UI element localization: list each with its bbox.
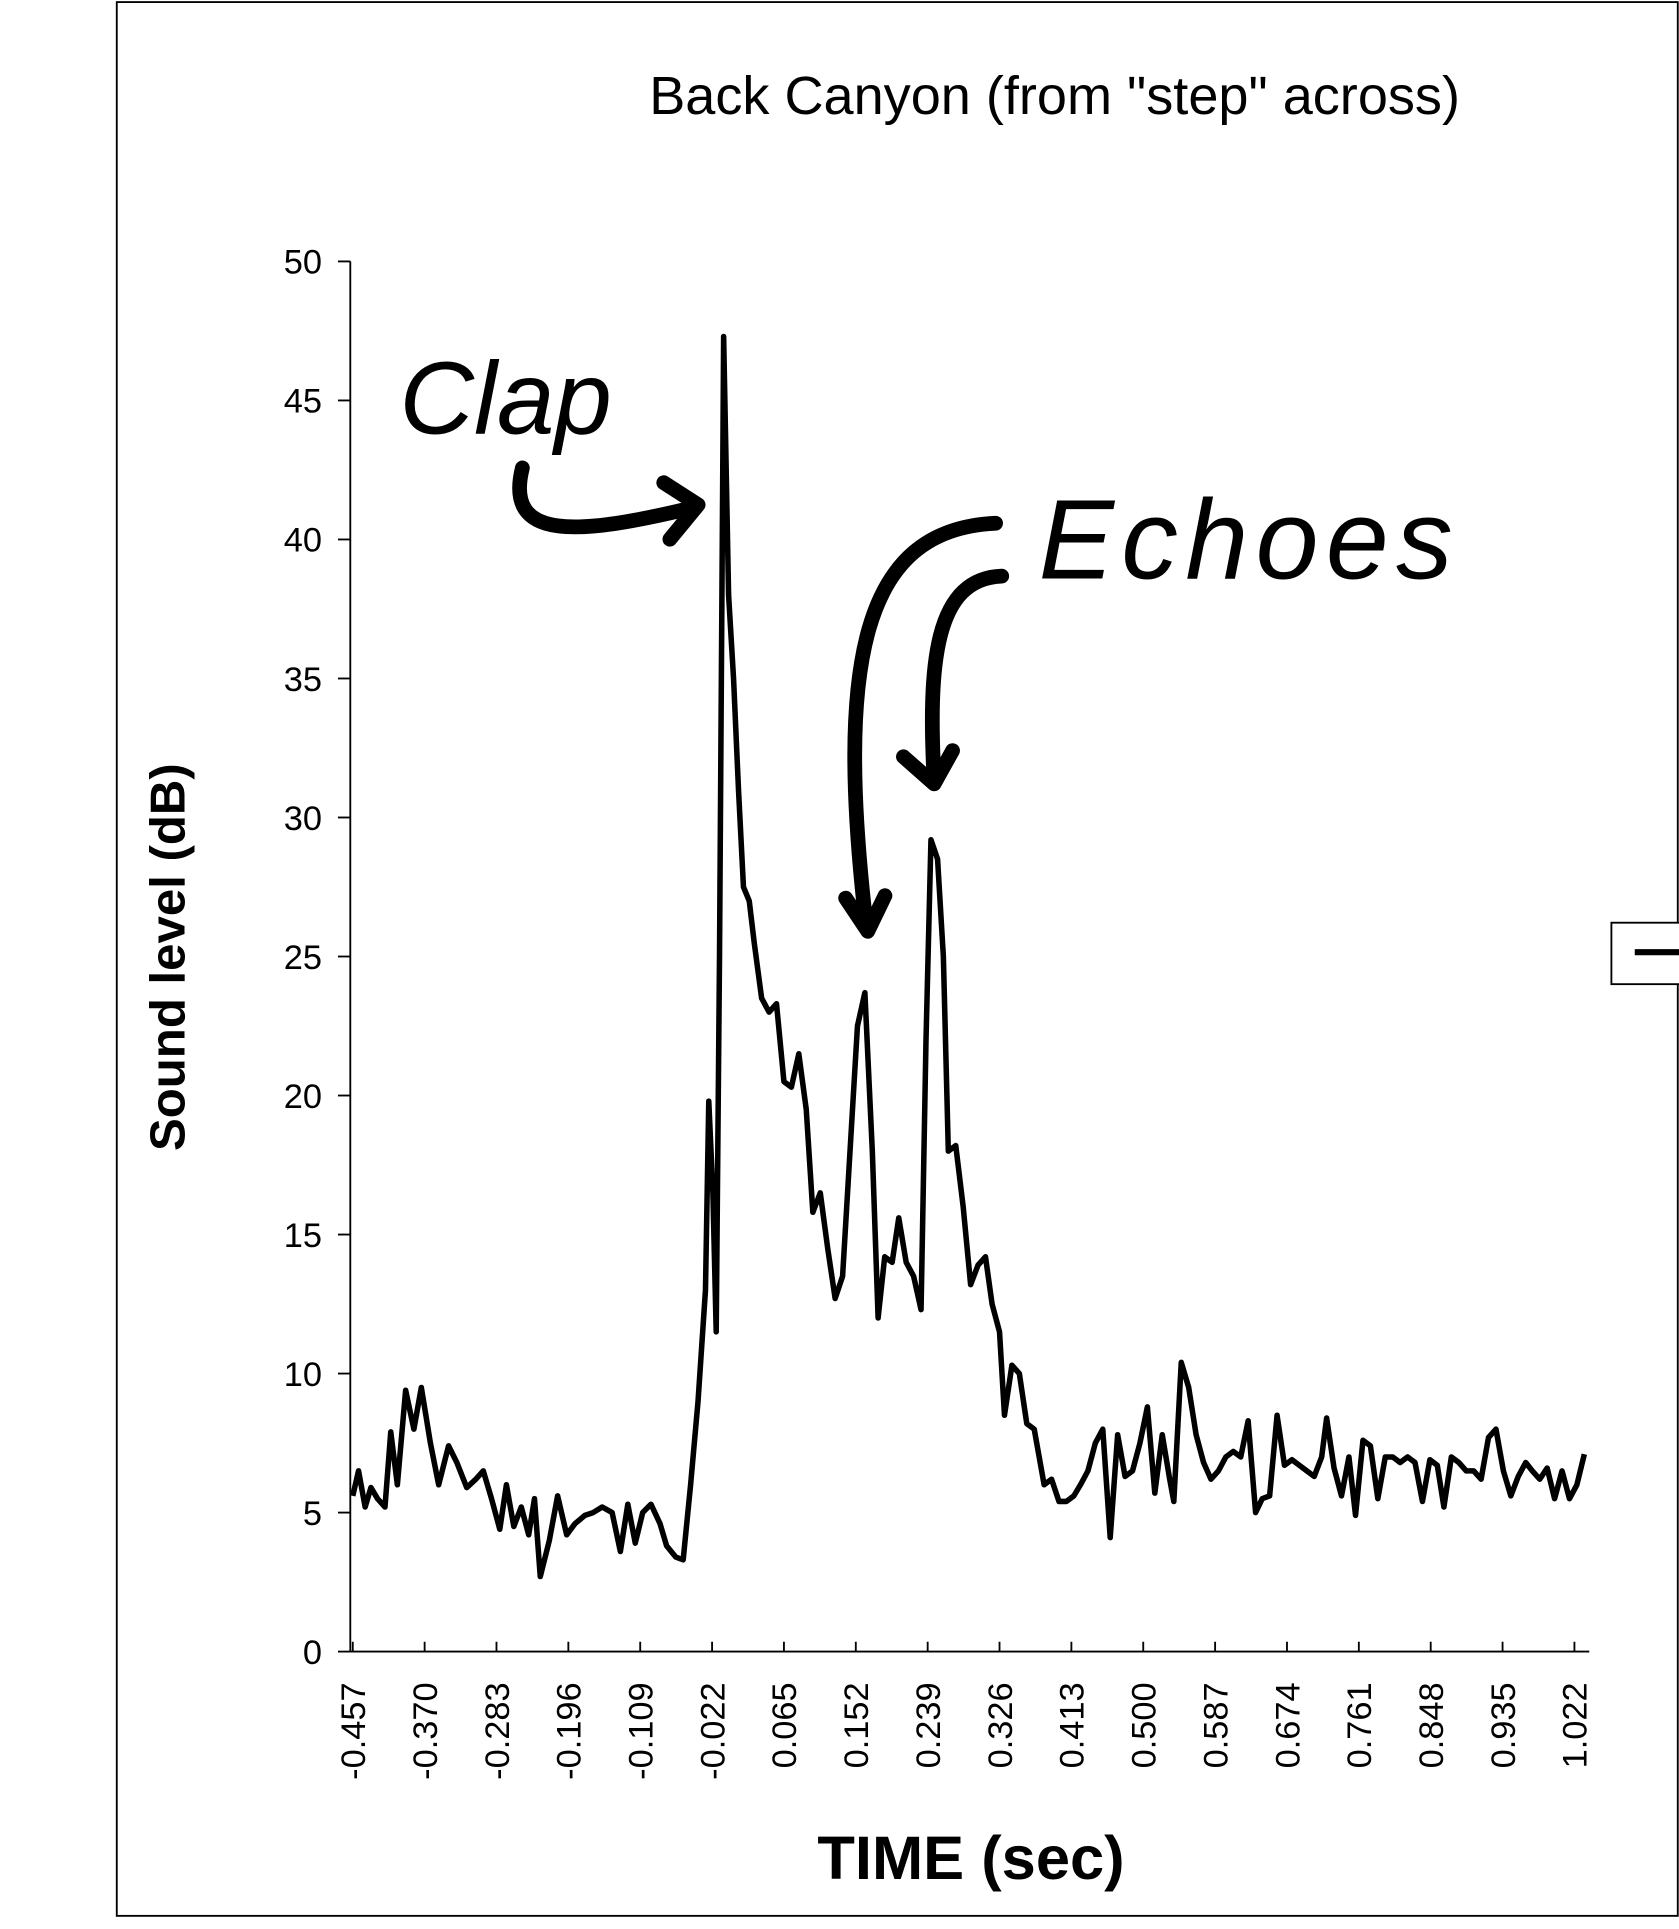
x-tick-label: 0.935 bbox=[1485, 1682, 1523, 1768]
annotation-arrows bbox=[512, 460, 1010, 939]
x-tick-label: 0.674 bbox=[1269, 1682, 1307, 1768]
y-tick-label: 10 bbox=[284, 1356, 322, 1394]
x-tick-label: -0.370 bbox=[407, 1682, 445, 1780]
x-tick-label: 0.500 bbox=[1126, 1682, 1164, 1768]
x-tick-label: 0.239 bbox=[910, 1682, 948, 1768]
x-tick-label: -0.283 bbox=[479, 1682, 517, 1780]
x-tick-label: 0.848 bbox=[1413, 1682, 1451, 1768]
x-axis-title: TIME (sec) bbox=[817, 1824, 1124, 1893]
x-tick-label: -0.109 bbox=[623, 1682, 661, 1780]
x-tick-label: 0.587 bbox=[1197, 1682, 1235, 1768]
data-line bbox=[350, 333, 1588, 1580]
chart-frame bbox=[115, 1, 1679, 1917]
y-tick-label: 30 bbox=[284, 800, 322, 838]
x-tick-label: 0.413 bbox=[1054, 1682, 1092, 1768]
chart-title: Back Canyon (from "step" across) bbox=[649, 66, 1460, 126]
x-tick-label: 1.022 bbox=[1557, 1682, 1595, 1768]
x-tick-label: 0.326 bbox=[982, 1682, 1020, 1768]
y-axis-title: Sound level (dB) bbox=[140, 763, 195, 1151]
arrow bbox=[512, 460, 702, 535]
annotation: Clap bbox=[399, 341, 611, 456]
x-tick-label: 0.065 bbox=[766, 1682, 804, 1768]
x-tick-label: -0.196 bbox=[551, 1682, 589, 1780]
arrow bbox=[847, 515, 1003, 937]
y-tick-label: 50 bbox=[284, 244, 322, 282]
x-tick-label: -0.457 bbox=[335, 1682, 373, 1780]
y-tick-label: 25 bbox=[284, 939, 322, 977]
x-tick-label: -0.022 bbox=[694, 1682, 732, 1780]
y-tick-label: 35 bbox=[284, 661, 322, 699]
y-tick-label: 0 bbox=[303, 1634, 322, 1672]
arrow-head bbox=[656, 475, 706, 547]
y-tick-label: 40 bbox=[284, 522, 322, 560]
y-tick-label: 20 bbox=[284, 1078, 322, 1116]
arrow bbox=[924, 568, 1010, 789]
y-tick-label: 45 bbox=[284, 383, 322, 421]
arrow-head bbox=[838, 888, 893, 939]
arrow-head bbox=[896, 743, 960, 792]
y-tick-label: 5 bbox=[303, 1495, 322, 1533]
annotation: Echoes bbox=[1039, 477, 1460, 603]
x-tick-label: 0.152 bbox=[838, 1682, 876, 1768]
x-tick-label: 0.761 bbox=[1341, 1682, 1379, 1768]
y-tick-label: 15 bbox=[284, 1217, 322, 1255]
